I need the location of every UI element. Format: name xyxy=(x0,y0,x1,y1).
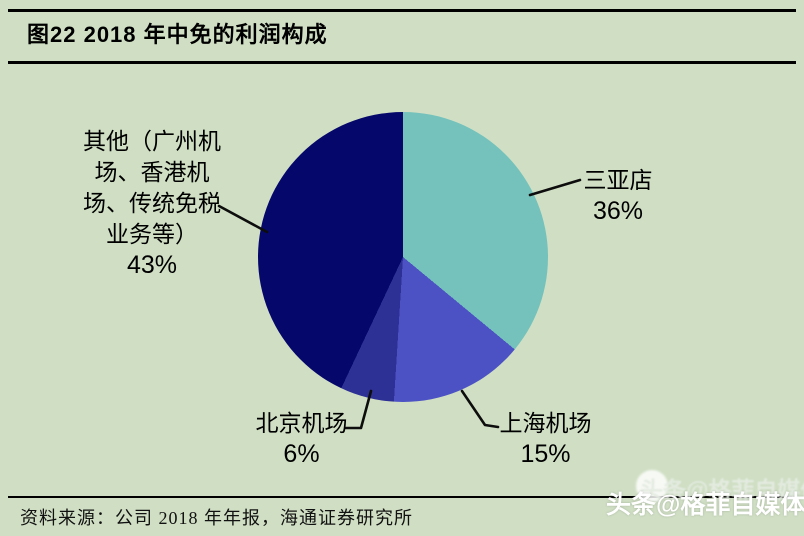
callout-shanghai-name: 上海机场 xyxy=(499,411,592,436)
callout-beijing: 北京机场 6% xyxy=(244,408,359,470)
watermark-logo-circle xyxy=(636,470,668,502)
callout-other-line4: 业务等） xyxy=(106,222,198,247)
title-rule-top xyxy=(8,9,796,12)
callout-other: 其他（广州机 场、香港机 场、传统免税 业务等） 43% xyxy=(52,126,252,281)
callout-sanya-name: 三亚店 xyxy=(583,168,653,193)
callout-other-line2: 场、香港机 xyxy=(94,160,210,185)
callout-other-line1: 其他（广州机 xyxy=(83,129,221,154)
callout-beijing-name: 北京机场 xyxy=(255,411,348,436)
callout-other-pct: 43% xyxy=(126,251,178,279)
pie-chart xyxy=(258,112,548,402)
callout-shanghai: 上海机场 15% xyxy=(488,408,603,470)
watermark: 头条@格菲自媒体 头条@格菲自媒体 xyxy=(598,468,804,532)
callout-other-line3: 场、传统免税 xyxy=(83,191,221,216)
title-rule-bottom xyxy=(8,61,796,64)
watermark-text-ghost: 头条@格菲自媒体 xyxy=(640,477,804,503)
callout-sanya-pct: 36% xyxy=(592,197,644,225)
callout-beijing-pct: 6% xyxy=(283,440,320,468)
figure-title: 图22 2018 年中免的利润构成 xyxy=(27,22,328,47)
source-rule xyxy=(8,496,796,498)
watermark-text: 头条@格菲自媒体 xyxy=(606,491,804,519)
callout-shanghai-pct: 15% xyxy=(520,440,571,468)
source-note: 资料来源：公司 2018 年年报，海通证券研究所 xyxy=(20,508,413,528)
callout-sanya: 三亚店 36% xyxy=(558,165,678,227)
